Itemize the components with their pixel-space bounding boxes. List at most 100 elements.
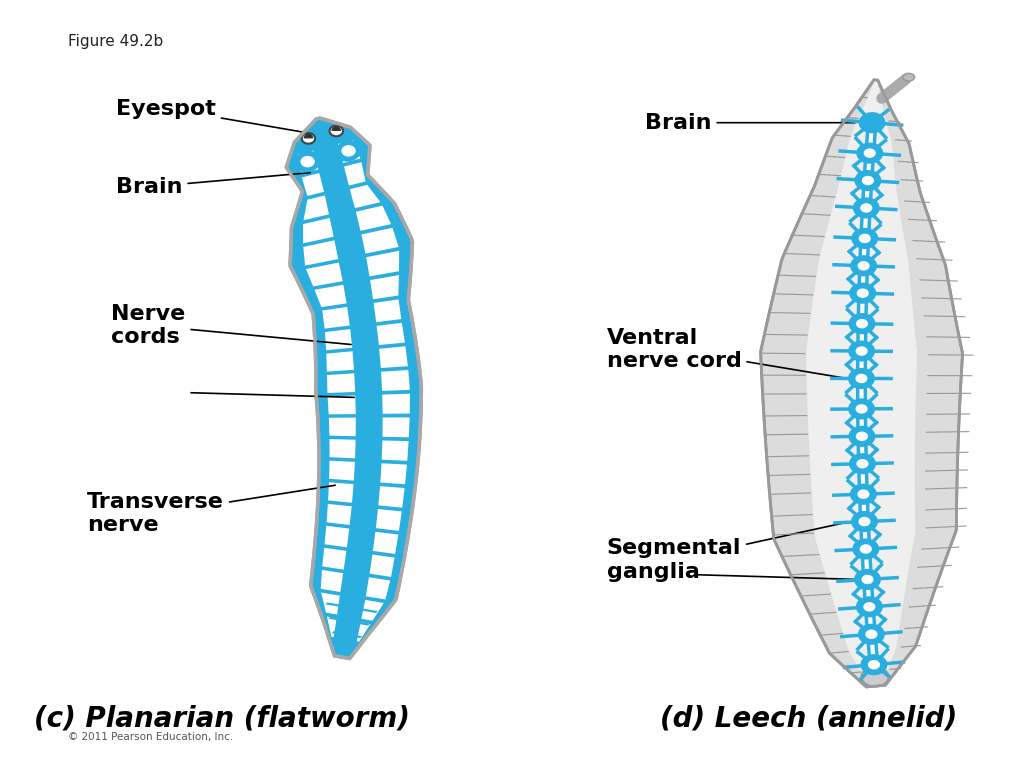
Polygon shape [377, 323, 404, 345]
Ellipse shape [861, 114, 883, 131]
Ellipse shape [860, 204, 872, 213]
Text: Ventral
nerve cord: Ventral nerve cord [606, 328, 844, 378]
Text: Figure 49.2b: Figure 49.2b [68, 34, 163, 49]
Polygon shape [382, 440, 409, 461]
Ellipse shape [294, 151, 321, 173]
Ellipse shape [860, 545, 871, 554]
Polygon shape [361, 228, 398, 253]
Polygon shape [383, 417, 410, 437]
Polygon shape [314, 285, 347, 307]
Polygon shape [329, 617, 370, 626]
Polygon shape [303, 195, 329, 220]
Polygon shape [303, 218, 334, 243]
Polygon shape [322, 593, 340, 614]
Polygon shape [382, 394, 410, 414]
Polygon shape [327, 617, 337, 637]
Ellipse shape [863, 148, 876, 158]
Polygon shape [327, 351, 354, 372]
Ellipse shape [859, 112, 886, 134]
Ellipse shape [856, 596, 883, 617]
Ellipse shape [853, 197, 880, 219]
Ellipse shape [851, 511, 878, 532]
Polygon shape [306, 263, 343, 286]
Ellipse shape [854, 170, 882, 191]
Text: (c) Planarian (flatworm): (c) Planarian (flatworm) [34, 704, 410, 732]
Ellipse shape [856, 459, 868, 468]
Ellipse shape [856, 432, 868, 441]
Text: (d) Leech (annelid): (d) Leech (annelid) [659, 704, 957, 732]
Ellipse shape [850, 484, 877, 505]
Ellipse shape [330, 126, 343, 136]
Text: Eyespot: Eyespot [116, 98, 303, 132]
Ellipse shape [903, 73, 914, 81]
Polygon shape [370, 275, 399, 300]
Polygon shape [378, 486, 404, 508]
Ellipse shape [863, 602, 876, 611]
Ellipse shape [341, 145, 355, 157]
Polygon shape [323, 548, 346, 570]
Polygon shape [327, 504, 351, 525]
Ellipse shape [854, 569, 881, 590]
Ellipse shape [335, 140, 361, 161]
Polygon shape [287, 118, 421, 658]
Polygon shape [373, 531, 398, 554]
Ellipse shape [861, 574, 873, 584]
Text: Segmental
ganglia: Segmental ganglia [606, 522, 847, 581]
Ellipse shape [855, 404, 867, 414]
Polygon shape [370, 554, 394, 577]
Polygon shape [298, 151, 318, 174]
Polygon shape [327, 373, 355, 393]
Ellipse shape [866, 118, 879, 127]
Ellipse shape [858, 624, 885, 645]
Polygon shape [332, 631, 362, 638]
Polygon shape [361, 600, 384, 621]
Polygon shape [344, 162, 366, 186]
Ellipse shape [848, 368, 874, 389]
Ellipse shape [849, 453, 876, 475]
Text: Brain: Brain [116, 173, 310, 197]
Ellipse shape [858, 517, 870, 526]
Polygon shape [327, 132, 380, 648]
Polygon shape [312, 136, 365, 645]
Polygon shape [374, 300, 401, 323]
Ellipse shape [851, 228, 879, 249]
Polygon shape [379, 346, 408, 368]
Ellipse shape [857, 289, 868, 298]
Ellipse shape [860, 654, 888, 675]
Polygon shape [366, 578, 390, 600]
Polygon shape [325, 526, 349, 548]
Polygon shape [367, 251, 399, 276]
Ellipse shape [861, 667, 889, 687]
Ellipse shape [300, 156, 314, 167]
Text: Nerve
cords: Nerve cords [112, 304, 351, 347]
Ellipse shape [856, 143, 884, 164]
Polygon shape [303, 240, 338, 266]
Ellipse shape [849, 425, 876, 447]
Ellipse shape [850, 255, 878, 276]
Polygon shape [761, 80, 963, 687]
Ellipse shape [859, 233, 870, 243]
Polygon shape [323, 307, 350, 329]
Polygon shape [321, 570, 343, 592]
Polygon shape [380, 463, 407, 485]
Polygon shape [329, 418, 355, 436]
Polygon shape [328, 396, 355, 415]
Polygon shape [376, 509, 401, 531]
Polygon shape [326, 602, 378, 613]
Polygon shape [328, 482, 353, 503]
Ellipse shape [849, 283, 877, 304]
Ellipse shape [857, 489, 869, 499]
Polygon shape [350, 185, 380, 208]
Polygon shape [356, 206, 391, 231]
Text: Transverse
nerve: Transverse nerve [87, 485, 335, 535]
Text: Brain: Brain [645, 113, 855, 133]
Ellipse shape [848, 399, 876, 419]
Ellipse shape [865, 630, 878, 639]
Polygon shape [330, 439, 355, 458]
Ellipse shape [852, 538, 880, 560]
Polygon shape [338, 140, 360, 163]
Polygon shape [302, 173, 324, 196]
Ellipse shape [855, 374, 867, 383]
Polygon shape [329, 461, 355, 481]
Polygon shape [806, 80, 918, 687]
